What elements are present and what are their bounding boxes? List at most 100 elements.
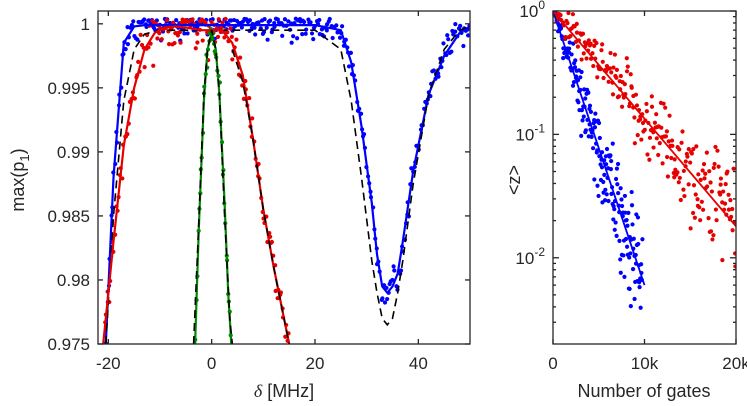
left-y-axis-label: max(p1) [8, 148, 32, 211]
right-data-point [608, 50, 613, 56]
right-data-point [660, 161, 665, 166]
right-data-point [576, 100, 581, 105]
right-chart: 0 10k 20k 10-2 10-1 100 Number of gates <z> [504, 0, 747, 401]
right-data-point [721, 189, 726, 194]
right-data-point [623, 210, 628, 215]
right-data-point [634, 103, 640, 108]
right-data-point [691, 183, 697, 188]
left-data-point [172, 40, 177, 46]
left-data-point [385, 296, 390, 302]
left-data-point [431, 68, 436, 73]
right-data-point [726, 207, 732, 212]
left-data-point [164, 18, 170, 23]
right-data-point [635, 215, 641, 220]
right-data-point [597, 135, 602, 141]
right-data-point [612, 52, 618, 57]
left-x-tick-label: -20 [96, 354, 121, 373]
right-data-point [622, 274, 627, 280]
left-data-point [445, 33, 450, 38]
right-data-point [623, 236, 629, 242]
right-data-point [680, 129, 685, 134]
right-data-point [707, 169, 712, 174]
right-data-point [690, 210, 696, 216]
right-data-point [667, 113, 672, 118]
right-data-point [600, 59, 605, 64]
right-data-point [640, 237, 645, 242]
right-data-point [607, 66, 612, 71]
right-data-point [618, 270, 623, 275]
right-data-point [599, 165, 605, 170]
right-data-point [731, 166, 736, 171]
right-data-point [624, 244, 630, 249]
right-data-point [685, 154, 690, 159]
left-data-point [441, 41, 446, 46]
right-data-point [604, 146, 610, 152]
right-data-point [652, 120, 657, 125]
right-data-point [613, 176, 619, 182]
right-data-point [592, 125, 598, 130]
left-data-point [247, 95, 252, 101]
left-data-point [392, 268, 397, 273]
right-data-point [632, 115, 637, 120]
right-data-point [622, 193, 628, 199]
right-data-point [720, 257, 725, 263]
left-data-point [138, 32, 143, 38]
left-data-point [135, 37, 140, 42]
left-data-point [309, 31, 315, 36]
left-data-point [155, 36, 160, 41]
left-data-point [291, 34, 296, 39]
right-data-point [698, 218, 703, 223]
right-data-point [699, 199, 704, 204]
left-data-point [228, 26, 233, 31]
left-series-line-3 [231, 49, 290, 344]
right-data-point [578, 75, 583, 80]
right-data-point [615, 161, 621, 167]
left-data-point [142, 65, 147, 70]
left-data-point [449, 49, 454, 54]
right-data-point [628, 72, 633, 77]
left-data-point [123, 47, 128, 52]
left-data-point [398, 268, 404, 273]
right-data-point [621, 253, 626, 258]
left-data-point [239, 25, 244, 30]
right-data-point [722, 201, 728, 206]
right-data-point [618, 186, 623, 191]
right-y-axis-label: <z> [504, 165, 524, 195]
right-data-point [696, 172, 701, 177]
left-data-point [146, 18, 152, 23]
left-data-point [280, 33, 285, 38]
left-data-point [458, 23, 463, 28]
left-x-tick-label: 40 [409, 354, 428, 373]
left-data-point [132, 96, 137, 101]
right-data-point [609, 191, 614, 196]
left-data-point [303, 31, 308, 36]
right-data-point [697, 205, 702, 210]
right-data-point [636, 241, 641, 247]
right-data-point [631, 236, 636, 241]
right-data-point [711, 165, 716, 170]
right-data-point [588, 41, 593, 46]
right-data-point [594, 40, 599, 46]
right-data-point [672, 157, 677, 162]
right-data-point [615, 182, 620, 187]
left-data-point [182, 31, 187, 36]
right-data-point [572, 65, 578, 70]
right-data-point [614, 75, 619, 80]
left-data-point [225, 30, 230, 35]
right-data-point [654, 112, 659, 117]
left-data-point [180, 17, 185, 22]
right-data-point [689, 151, 694, 156]
right-data-point [693, 192, 698, 197]
right-data-point [580, 118, 585, 123]
left-data-point [286, 19, 291, 24]
right-data-point [688, 226, 693, 231]
right-data-point [639, 262, 644, 267]
left-y-tick-label: 0.985 [47, 207, 90, 226]
left-data-point [453, 29, 458, 34]
left-data-point [453, 22, 458, 27]
left-data-point [258, 26, 263, 31]
left-y-tick-label: 1 [81, 15, 90, 34]
right-data-point [558, 13, 563, 18]
left-x-tick-label: 20 [306, 354, 325, 373]
right-data-point [609, 70, 614, 75]
